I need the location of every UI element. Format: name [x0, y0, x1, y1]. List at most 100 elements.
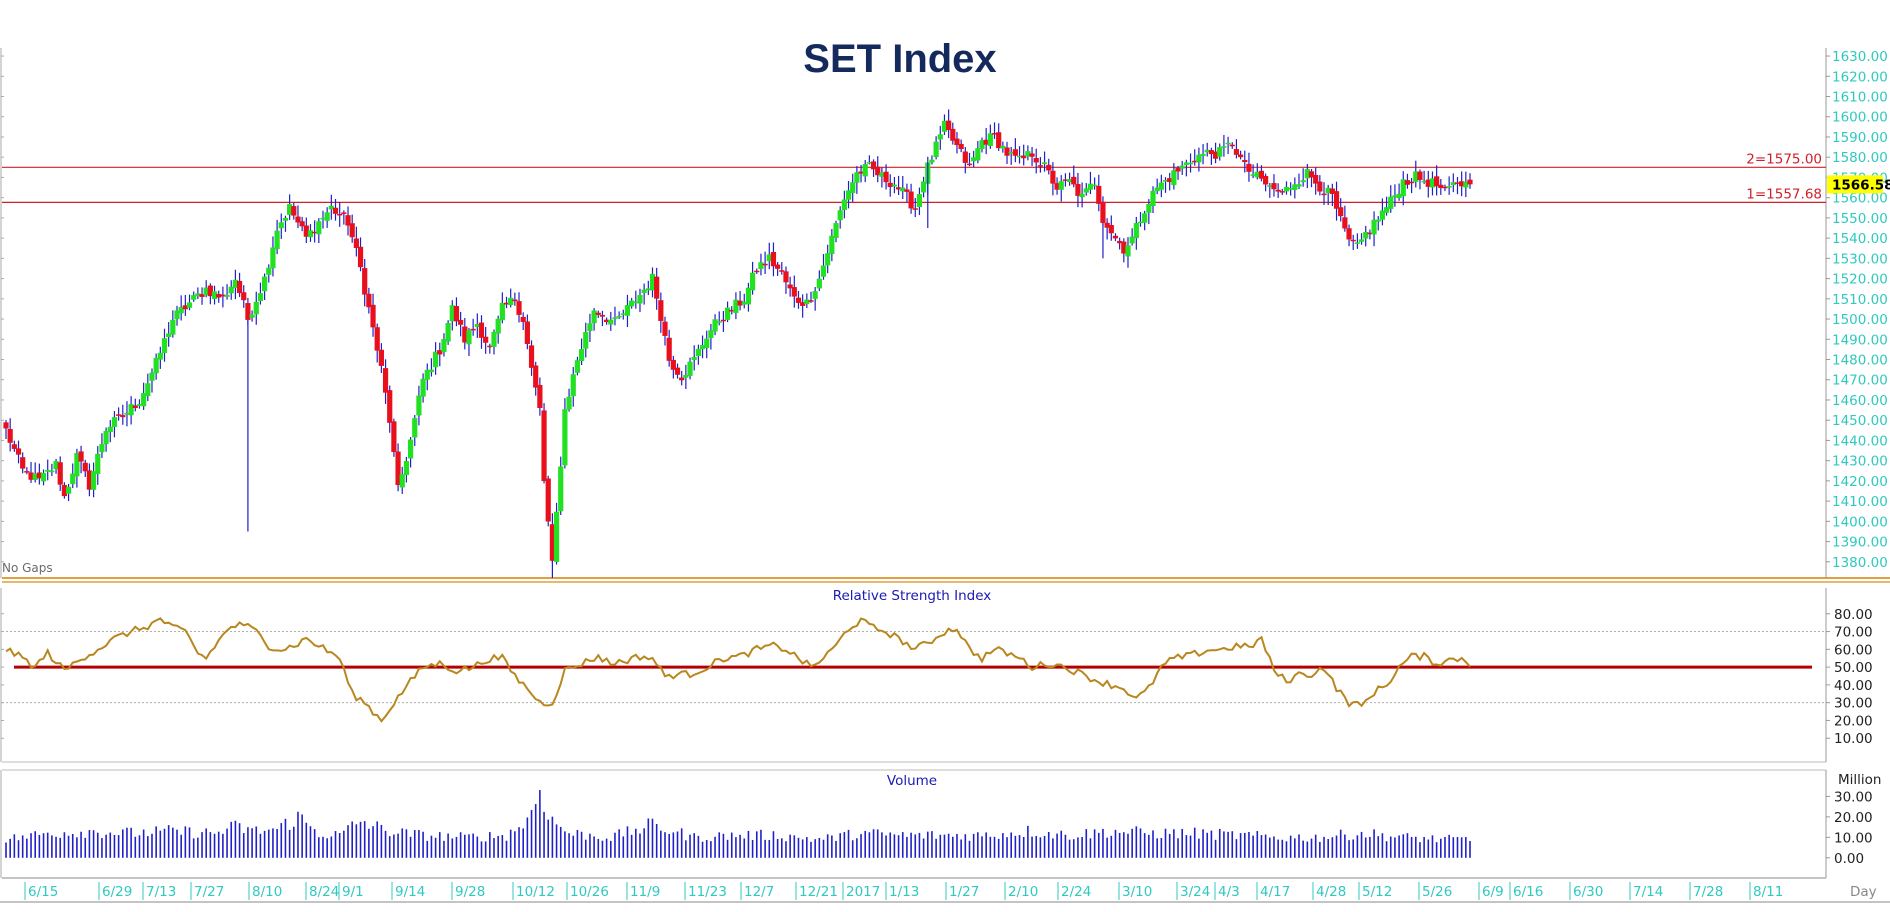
candle-body [891, 184, 898, 187]
price-tick-label: 1380.00 [1832, 555, 1888, 571]
candle-body [428, 369, 435, 373]
candle-body [103, 430, 109, 445]
date-tick-label: 9/28 [455, 884, 485, 900]
candle-body [916, 194, 923, 208]
candle-body [691, 356, 697, 360]
candle-body [274, 230, 280, 250]
candle-body [996, 132, 1002, 149]
candle-body [249, 314, 255, 318]
candle-body [266, 267, 272, 275]
candle-body [74, 453, 80, 477]
price-tick-label: 1630.00 [1832, 49, 1888, 65]
candle-body [1021, 155, 1027, 159]
candle-body [370, 304, 376, 328]
candle-body [1041, 162, 1048, 165]
date-tick-label: 11/9 [630, 884, 660, 900]
candle-body [800, 302, 806, 306]
candle-body [870, 161, 877, 170]
candle-body [708, 330, 714, 339]
candle-body [449, 305, 455, 322]
candle-body [228, 286, 234, 294]
candle-body [1137, 221, 1144, 224]
candle-body [1446, 186, 1452, 188]
price-tick-label: 1590.00 [1832, 130, 1888, 146]
candle-body [278, 222, 284, 229]
candle-body [1058, 181, 1064, 190]
candle-body [645, 288, 651, 291]
candle-body [829, 235, 835, 255]
candle-body [987, 133, 993, 147]
candle-body [1354, 242, 1360, 244]
candle-body [191, 295, 197, 300]
candle-body [791, 287, 797, 297]
candle-body [879, 172, 885, 177]
candle-body [900, 187, 906, 192]
candle-body [412, 418, 418, 438]
candle-body [1066, 179, 1073, 183]
candle-body [1204, 149, 1210, 153]
date-tick-label: 11/23 [688, 884, 727, 900]
candle-body [1421, 180, 1427, 183]
candle-body [1196, 154, 1202, 163]
candle-body [1217, 147, 1223, 157]
candle-body [78, 451, 84, 462]
candle-body [136, 404, 143, 406]
candle-body [837, 210, 843, 221]
candle-body [583, 331, 589, 349]
candle-body [90, 471, 97, 490]
candle-body [1112, 235, 1119, 239]
candle-body [1037, 165, 1043, 167]
date-tick-label: 10/26 [570, 884, 609, 900]
vol-tick-label: 30.00 [1834, 789, 1873, 805]
candle-body [36, 472, 42, 479]
candle-body [833, 223, 839, 239]
candle-body [587, 323, 593, 332]
candle-body [232, 279, 239, 288]
candle-body [291, 206, 297, 216]
candle-body [1079, 193, 1085, 198]
price-tick-label: 1550.00 [1832, 211, 1888, 227]
rsi-tick-label: 40.00 [1834, 678, 1873, 694]
candle-body [1129, 236, 1135, 244]
candle-body [1404, 180, 1411, 185]
candle-body [733, 299, 739, 314]
candle-body [895, 187, 902, 190]
rsi-tick-label: 30.00 [1834, 696, 1873, 712]
candle-body [508, 297, 514, 306]
candle-body [912, 208, 918, 210]
candle-body [1417, 171, 1423, 180]
candle-body [808, 300, 814, 302]
candle-body [99, 444, 105, 453]
candle-body [1300, 180, 1306, 183]
candle-body [971, 157, 977, 162]
candle-body [1133, 223, 1139, 239]
rsi-tick-label: 60.00 [1834, 642, 1873, 658]
candle-body [695, 348, 701, 357]
candle-body [362, 268, 368, 295]
candle-body [937, 134, 943, 140]
candle-body [424, 369, 430, 380]
candle-body [374, 327, 380, 351]
candle-body [345, 215, 351, 226]
candle-body [620, 313, 626, 315]
candle-body [1425, 179, 1431, 187]
candle-body [866, 162, 872, 164]
candle-body [537, 384, 543, 408]
vol-title: Volume [887, 773, 937, 789]
candle-body [946, 120, 952, 131]
candle-body [503, 302, 510, 305]
candle-body [629, 300, 635, 307]
candle-body [1283, 186, 1290, 192]
date-tick-label: 1/13 [889, 884, 919, 900]
candle-body [1096, 185, 1102, 204]
candle-body [654, 276, 660, 299]
candle-body [1121, 241, 1127, 254]
candle-body [649, 273, 656, 291]
candle-body [812, 291, 818, 299]
candle-body [754, 270, 760, 273]
candle-body [462, 326, 468, 343]
date-tick-label: 4/17 [1260, 884, 1290, 900]
candle-body [1033, 158, 1039, 163]
rsi-tick-label: 20.00 [1834, 713, 1873, 729]
candle-body [216, 294, 222, 298]
